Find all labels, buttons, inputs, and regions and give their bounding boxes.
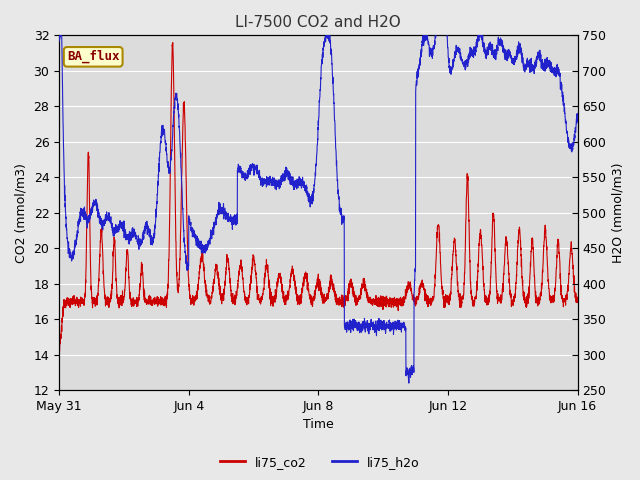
Legend: li75_co2, li75_h2o: li75_co2, li75_h2o [215,451,425,474]
Y-axis label: CO2 (mmol/m3): CO2 (mmol/m3) [15,163,28,263]
X-axis label: Time: Time [303,419,333,432]
Text: BA_flux: BA_flux [67,50,120,63]
Title: LI-7500 CO2 and H2O: LI-7500 CO2 and H2O [236,15,401,30]
Y-axis label: H2O (mmol/m3): H2O (mmol/m3) [612,162,625,263]
